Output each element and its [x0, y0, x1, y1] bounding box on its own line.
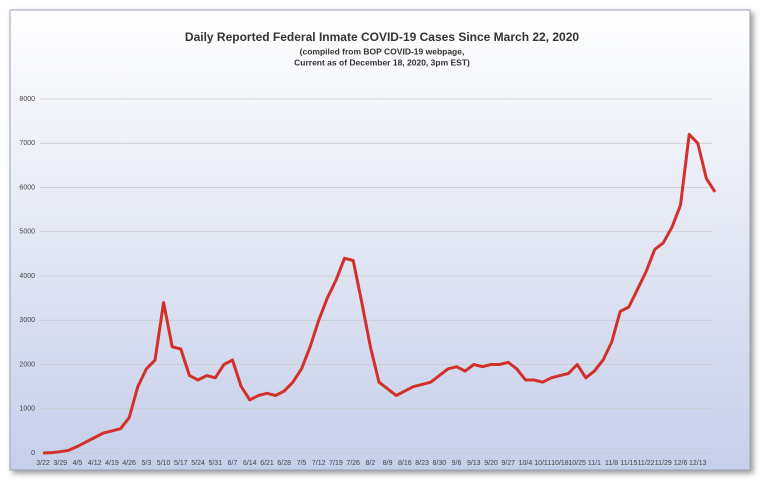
- x-tick-label: 7/26: [346, 460, 360, 467]
- chart-subtitle: (compiled from BOP COVID-19 webpage,: [300, 46, 465, 56]
- x-tick-label: 10/11: [534, 460, 551, 467]
- x-tick-label: 10/4: [519, 460, 533, 467]
- x-tick-label: 6/7: [228, 460, 238, 467]
- y-tick-label: 3000: [19, 317, 35, 324]
- x-tick-label: 10/18: [551, 460, 569, 467]
- x-tick-label: 9/6: [452, 460, 462, 467]
- x-tick-label: 5/17: [174, 460, 188, 467]
- x-tick-label: 5/31: [208, 460, 222, 467]
- y-tick-label: 4000: [19, 273, 35, 280]
- x-tick-label: 4/19: [105, 460, 119, 467]
- x-tick-label: 6/28: [277, 460, 291, 467]
- x-tick-label: 11/8: [605, 460, 618, 467]
- x-tick-label: 8/23: [415, 460, 429, 467]
- x-tick-label: 8/9: [383, 460, 393, 467]
- y-tick-label: 7000: [19, 140, 35, 147]
- x-tick-label: 12/6: [674, 460, 688, 467]
- x-tick-label: 4/12: [88, 460, 102, 467]
- x-tick-label: 8/30: [432, 460, 446, 467]
- x-tick-label: 11/1: [588, 460, 601, 467]
- x-tick-label: 12/13: [689, 460, 707, 467]
- x-tick-label: 6/14: [243, 460, 257, 467]
- x-tick-label: 9/13: [467, 460, 481, 467]
- chart-title: Daily Reported Federal Inmate COVID-19 C…: [185, 30, 579, 44]
- data-line: [42, 132, 717, 455]
- y-tick-label: 8000: [19, 96, 35, 103]
- x-tick-label: 3/22: [36, 460, 50, 467]
- x-tick-label: 3/29: [53, 460, 67, 467]
- x-tick-label: 8/16: [398, 460, 412, 467]
- y-tick-label: 1000: [19, 406, 35, 413]
- x-tick-label: 9/27: [501, 460, 515, 467]
- x-tick-label: 8/2: [366, 460, 376, 467]
- y-tick-label: 0: [31, 450, 35, 457]
- x-tick-label: 11/29: [655, 460, 672, 467]
- x-tick-label: 7/12: [312, 460, 326, 467]
- x-tick-label: 5/10: [157, 460, 171, 467]
- x-tick-label: 11/15: [620, 460, 637, 467]
- x-tick-label: 4/5: [73, 460, 83, 467]
- x-tick-label: 7/5: [297, 460, 307, 467]
- x-tick-label: 5/24: [191, 460, 205, 467]
- x-tick-label: 7/19: [329, 460, 343, 467]
- y-tick-label: 6000: [19, 184, 35, 191]
- y-tick-label: 5000: [19, 229, 35, 236]
- chart-frame: [9, 9, 751, 471]
- chart-subtitle: Current as of December 18, 2020, 3pm EST…: [294, 57, 470, 67]
- x-tick-label: 5/3: [142, 460, 152, 467]
- x-tick-label: 10/25: [568, 460, 586, 467]
- x-tick-label: 9/20: [484, 460, 498, 467]
- x-tick-label: 4/26: [122, 460, 136, 467]
- y-tick-label: 2000: [19, 361, 35, 368]
- x-tick-label: 11/22: [638, 460, 655, 467]
- x-tick-label: 6/21: [260, 460, 274, 467]
